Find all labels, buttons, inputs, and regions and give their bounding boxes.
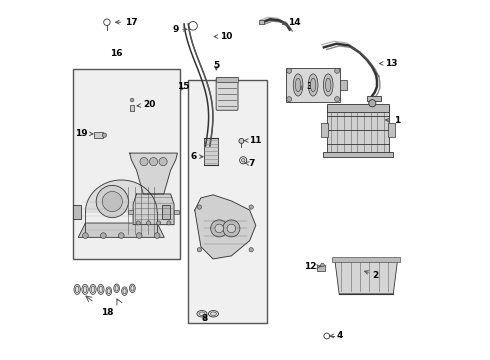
Text: 8: 8 <box>202 314 208 323</box>
Polygon shape <box>335 260 397 294</box>
Circle shape <box>211 220 228 237</box>
Text: 5: 5 <box>213 61 220 70</box>
Ellipse shape <box>74 284 80 294</box>
Circle shape <box>287 96 292 102</box>
Circle shape <box>223 220 240 237</box>
Ellipse shape <box>122 287 127 296</box>
Ellipse shape <box>295 78 301 92</box>
Circle shape <box>167 221 171 225</box>
Bar <box>174 210 179 215</box>
Bar <box>326 104 390 112</box>
Text: 15: 15 <box>177 82 189 91</box>
Ellipse shape <box>114 284 120 293</box>
Circle shape <box>130 98 134 102</box>
Polygon shape <box>130 153 177 194</box>
Ellipse shape <box>208 311 219 317</box>
Text: 3: 3 <box>299 82 313 91</box>
Ellipse shape <box>129 284 135 293</box>
Text: 20: 20 <box>137 100 155 109</box>
Circle shape <box>82 233 88 238</box>
Circle shape <box>96 185 128 218</box>
Circle shape <box>239 138 244 143</box>
Text: 14: 14 <box>283 18 301 27</box>
Bar <box>317 265 324 271</box>
Bar <box>388 123 395 137</box>
Bar <box>367 96 381 101</box>
Circle shape <box>119 233 124 238</box>
Bar <box>162 205 170 220</box>
Bar <box>95 132 103 138</box>
Text: 19: 19 <box>74 129 93 138</box>
Text: 13: 13 <box>379 59 397 68</box>
Text: 9: 9 <box>172 25 187 34</box>
Bar <box>73 205 81 220</box>
Circle shape <box>227 224 236 233</box>
Ellipse shape <box>98 284 104 294</box>
Bar <box>259 20 265 24</box>
Text: 10: 10 <box>214 32 232 41</box>
Polygon shape <box>78 223 164 237</box>
Circle shape <box>102 133 107 137</box>
Text: 7: 7 <box>245 159 255 168</box>
Circle shape <box>102 192 122 212</box>
Polygon shape <box>195 195 256 259</box>
Circle shape <box>147 221 150 225</box>
Ellipse shape <box>293 74 303 96</box>
Ellipse shape <box>325 78 331 92</box>
Text: 1: 1 <box>386 116 400 125</box>
Text: 11: 11 <box>244 136 261 145</box>
Bar <box>340 80 347 90</box>
Text: 4: 4 <box>330 332 343 341</box>
Ellipse shape <box>82 284 88 294</box>
Circle shape <box>157 221 161 225</box>
Bar <box>321 123 328 137</box>
Polygon shape <box>85 180 157 212</box>
Bar <box>216 77 238 82</box>
Circle shape <box>287 68 292 73</box>
Circle shape <box>100 233 106 238</box>
Bar <box>323 152 393 157</box>
Bar <box>130 105 134 111</box>
Ellipse shape <box>311 78 316 92</box>
Ellipse shape <box>323 74 333 96</box>
Bar <box>188 80 267 323</box>
Ellipse shape <box>308 74 318 96</box>
Circle shape <box>215 224 223 233</box>
Ellipse shape <box>90 284 96 294</box>
Text: 16: 16 <box>110 49 122 58</box>
Ellipse shape <box>106 287 112 296</box>
Text: 2: 2 <box>365 270 379 279</box>
FancyBboxPatch shape <box>216 78 238 110</box>
Circle shape <box>136 221 140 225</box>
Text: 17: 17 <box>116 18 138 27</box>
Bar <box>204 138 218 165</box>
Circle shape <box>159 158 167 166</box>
Polygon shape <box>133 194 174 225</box>
Circle shape <box>335 68 340 73</box>
Bar <box>332 257 400 262</box>
Circle shape <box>242 158 245 162</box>
Circle shape <box>154 233 160 238</box>
Circle shape <box>320 263 324 267</box>
Circle shape <box>136 233 142 238</box>
Circle shape <box>149 158 158 166</box>
Text: 6: 6 <box>190 152 203 161</box>
Circle shape <box>249 248 253 252</box>
Circle shape <box>249 205 253 209</box>
Circle shape <box>197 205 201 209</box>
Circle shape <box>197 248 201 252</box>
Ellipse shape <box>197 311 207 317</box>
Bar <box>128 210 133 215</box>
Bar <box>286 68 340 102</box>
Text: 18: 18 <box>100 308 113 317</box>
Circle shape <box>368 100 376 107</box>
Circle shape <box>335 96 340 102</box>
Circle shape <box>140 158 148 166</box>
Text: 12: 12 <box>304 262 321 271</box>
Bar <box>326 107 390 153</box>
Bar <box>73 69 180 259</box>
